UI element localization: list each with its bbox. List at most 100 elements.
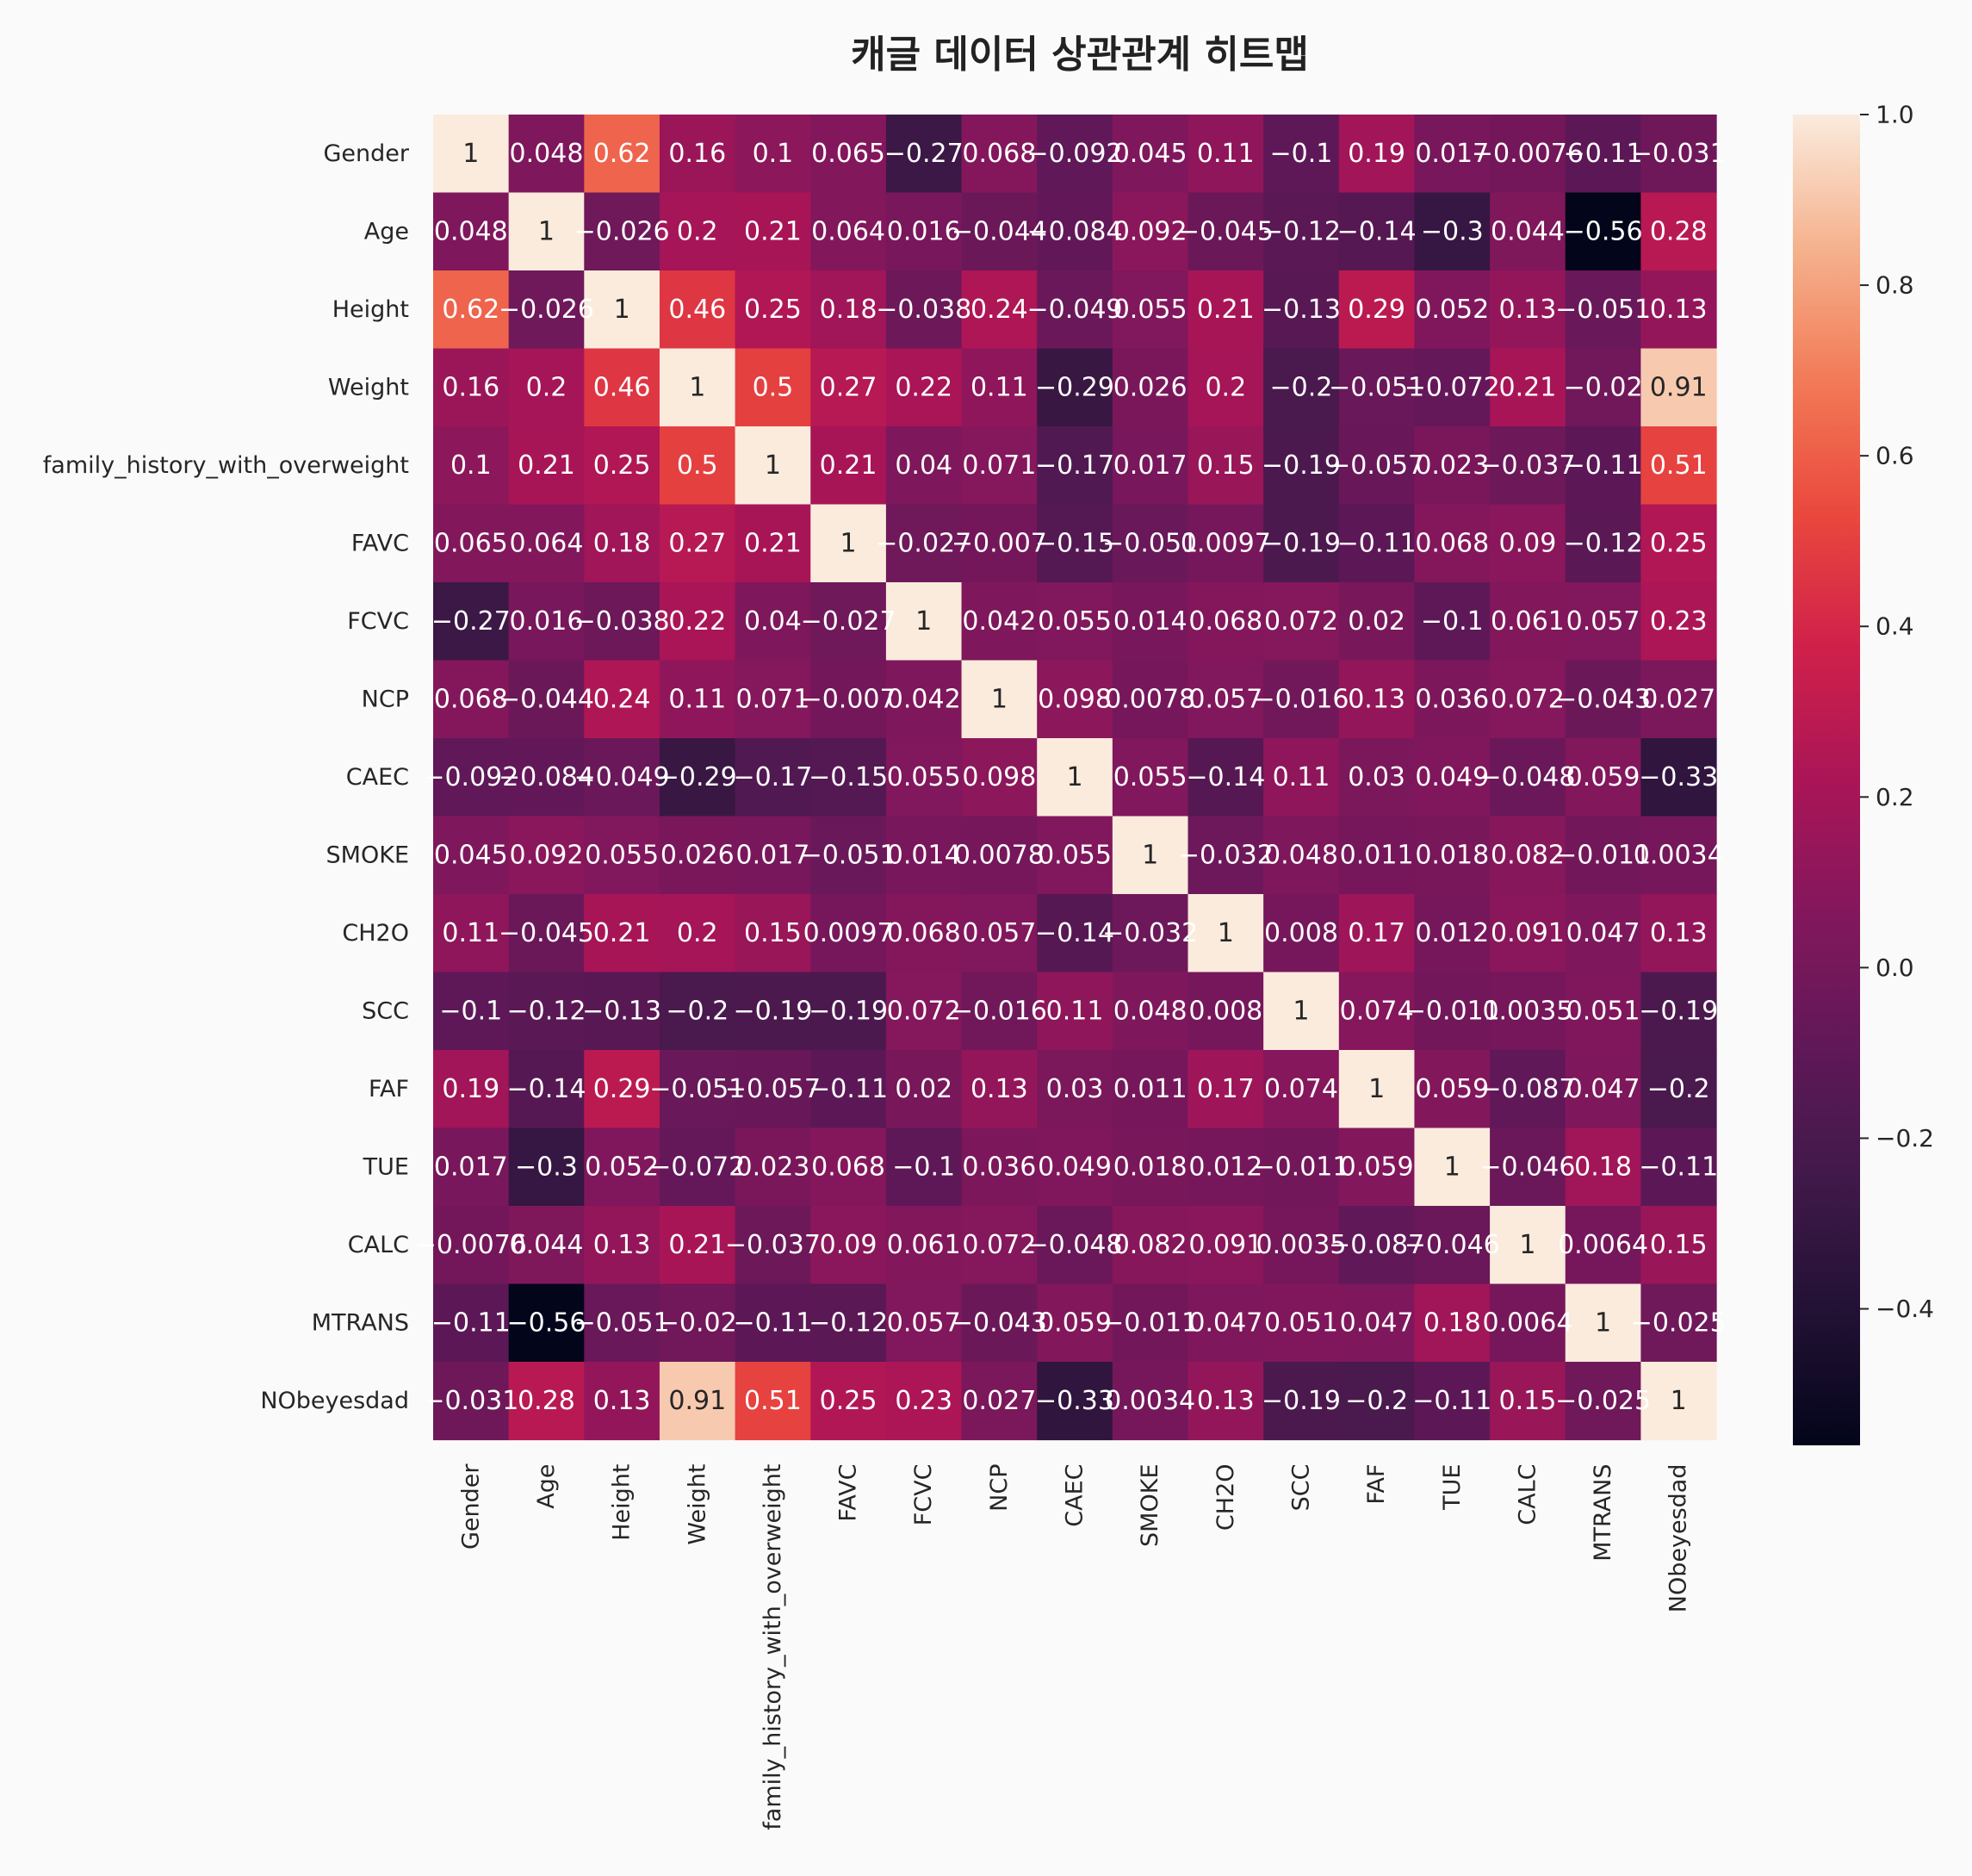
x-tick-label-gender: Gender <box>457 1463 484 1550</box>
heatmap-cell-family-history-with-overweight-tue <box>1414 426 1491 506</box>
cell-value-height-scc: −0.13 <box>1262 295 1341 325</box>
cell-value-nobeyesdad-favc: 0.25 <box>820 1386 877 1416</box>
cell-value-height-height: 1 <box>614 295 630 325</box>
heatmap-cell-fcvc-tue <box>1414 582 1491 662</box>
heatmap-cell-age-faf <box>1338 192 1416 271</box>
heatmap-cell-nobeyesdad-height <box>584 1362 660 1441</box>
cell-value-faf-smoke: 0.011 <box>1113 1074 1188 1104</box>
heatmap-cell-fcvc-fcvc <box>885 582 963 662</box>
x-tick-label-favc: FAVC <box>835 1464 862 1522</box>
heatmap-cell-gender-caec <box>1037 115 1113 194</box>
heatmap-cell-nobeyesdad-favc <box>810 1362 887 1441</box>
heatmap-cell-age-caec <box>1037 192 1113 271</box>
heatmap-cell-caec-mtrans <box>1565 738 1641 817</box>
cell-value-scc-tue: −0.011 <box>1405 996 1500 1026</box>
heatmap-cell-tue-age <box>508 1127 585 1207</box>
cell-value-calc-ncp: 0.072 <box>962 1230 1036 1260</box>
cell-value-ch2o-faf: 0.17 <box>1348 918 1405 948</box>
y-tick-label-faf: FAF <box>369 1076 409 1103</box>
heatmap-cell-favc-age <box>508 504 585 583</box>
cell-value-mtrans-height: −0.051 <box>574 1308 670 1338</box>
cell-value-ch2o-favc: 0.0097 <box>803 918 894 948</box>
cell-value-weight-weight: 1 <box>689 372 705 402</box>
heatmap-cell-faf-calc <box>1490 1050 1566 1129</box>
cell-value-calc-age: 0.044 <box>510 1230 584 1260</box>
cell-value-caec-ncp: 0.098 <box>962 762 1036 792</box>
heatmap-cell-caec-gender <box>433 738 510 817</box>
cell-value-calc-family-history-with-overweight: −0.037 <box>725 1230 821 1260</box>
heatmap-cell-mtrans-smoke <box>1112 1283 1189 1363</box>
chart-title: 캐글 데이터 상관관계 히트맵 <box>851 33 1309 77</box>
cell-value-height-smoke: 0.055 <box>1113 295 1188 325</box>
heatmap-cell-height-nobeyesdad <box>1640 270 1717 350</box>
heatmap-cell-weight-caec <box>1037 348 1113 427</box>
heatmap-cell-height-caec <box>1037 270 1113 350</box>
heatmap-cell-ch2o-gender <box>433 894 510 973</box>
heatmap-cell-gender-nobeyesdad <box>1640 115 1717 194</box>
cell-value-caec-gender: −0.092 <box>423 762 518 792</box>
heatmap-cell-smoke-caec <box>1037 816 1113 895</box>
heatmap-cell-scc-ncp <box>961 972 1038 1051</box>
heatmap-cell-weight-favc <box>810 348 887 427</box>
cell-value-scc-weight: −0.2 <box>666 996 729 1026</box>
heatmap-cell-family-history-with-overweight-faf <box>1338 426 1416 506</box>
cell-value-age-mtrans: −0.56 <box>1564 216 1643 246</box>
y-tick-label-gender: Gender <box>324 140 410 167</box>
cell-value-faf-calc: −0.087 <box>1479 1074 1575 1104</box>
heatmap-cell-caec-ncp <box>961 738 1038 817</box>
cell-value-smoke-ncp: 0.0078 <box>954 840 1045 870</box>
cell-value-weight-favc: 0.27 <box>820 372 877 402</box>
cell-value-caec-faf: 0.03 <box>1348 762 1405 792</box>
heatmap-cell-ncp-nobeyesdad <box>1640 660 1717 739</box>
heatmap-cell-smoke-faf <box>1338 816 1416 895</box>
cell-value-weight-scc: −0.2 <box>1270 372 1333 402</box>
cell-value-ncp-height: 0.24 <box>593 684 651 714</box>
cell-value-ch2o-caec: −0.14 <box>1035 918 1114 948</box>
cell-value-family-history-with-overweight-faf: −0.057 <box>1329 450 1424 481</box>
cell-value-height-mtrans: −0.051 <box>1555 295 1651 325</box>
cell-value-height-nobeyesdad: 0.13 <box>1650 295 1708 325</box>
cell-value-gender-faf: 0.19 <box>1348 139 1405 169</box>
heatmap-cell-fcvc-ch2o <box>1188 582 1264 662</box>
x-tick-label-fcvc: FCVC <box>910 1464 937 1526</box>
colorbar-tick-label: −0.2 <box>1876 1124 1934 1152</box>
cell-value-faf-family-history-with-overweight: −0.057 <box>725 1074 821 1104</box>
heatmap-cell-calc-tue <box>1414 1206 1491 1285</box>
colorbar-gradient <box>1793 115 1860 1445</box>
heatmap-cell-favc-calc <box>1490 504 1566 583</box>
cell-value-calc-gender: −0.0076 <box>415 1230 527 1260</box>
cell-value-weight-smoke: 0.026 <box>1113 372 1188 402</box>
cell-value-weight-age: 0.2 <box>526 372 567 402</box>
heatmap-cell-ncp-ch2o <box>1188 660 1264 739</box>
heatmap-cell-fcvc-smoke <box>1112 582 1189 662</box>
heatmap-cell-tue-family-history-with-overweight <box>735 1127 811 1207</box>
cell-value-weight-ncp: 0.11 <box>970 372 1028 402</box>
cell-value-scc-age: −0.12 <box>507 996 586 1026</box>
cell-value-smoke-mtrans: −0.011 <box>1555 840 1651 870</box>
heatmap-cell-scc-height <box>584 972 660 1051</box>
heatmap-cell-nobeyesdad-caec <box>1037 1362 1113 1441</box>
heatmap-cell-favc-ch2o <box>1188 504 1264 583</box>
cell-value-caec-height: −0.049 <box>574 762 670 792</box>
cell-value-nobeyesdad-mtrans: −0.025 <box>1555 1386 1651 1416</box>
heatmap-cell-faf-scc <box>1263 1050 1340 1129</box>
cell-value-faf-gender: 0.19 <box>442 1074 499 1104</box>
heatmap-cell-caec-height <box>584 738 660 817</box>
heatmap-cell-smoke-weight <box>659 816 736 895</box>
cell-value-smoke-family-history-with-overweight: 0.017 <box>735 840 809 870</box>
cell-value-smoke-age: 0.092 <box>510 840 584 870</box>
x-axis-labels: Gender Age Height Weight family_history_with… <box>457 1463 1691 1830</box>
cell-value-fcvc-gender: −0.27 <box>431 606 511 637</box>
heatmap-cell-gender-tue <box>1414 115 1491 194</box>
heatmap-cell-mtrans-weight <box>659 1283 736 1363</box>
heatmap-cell-fcvc-calc <box>1490 582 1566 662</box>
cell-value-caec-weight: −0.29 <box>658 762 737 792</box>
cell-value-caec-tue: 0.049 <box>1415 762 1489 792</box>
heatmap-cell-ncp-age <box>508 660 585 739</box>
cell-value-nobeyesdad-nobeyesdad: 1 <box>1671 1386 1687 1416</box>
heatmap-cell-calc-weight <box>659 1206 736 1285</box>
cell-value-gender-nobeyesdad: −0.031 <box>1631 139 1727 169</box>
heatmap-cell-gender-family-history-with-overweight <box>735 115 811 194</box>
heatmap-cell-favc-smoke <box>1112 504 1189 583</box>
